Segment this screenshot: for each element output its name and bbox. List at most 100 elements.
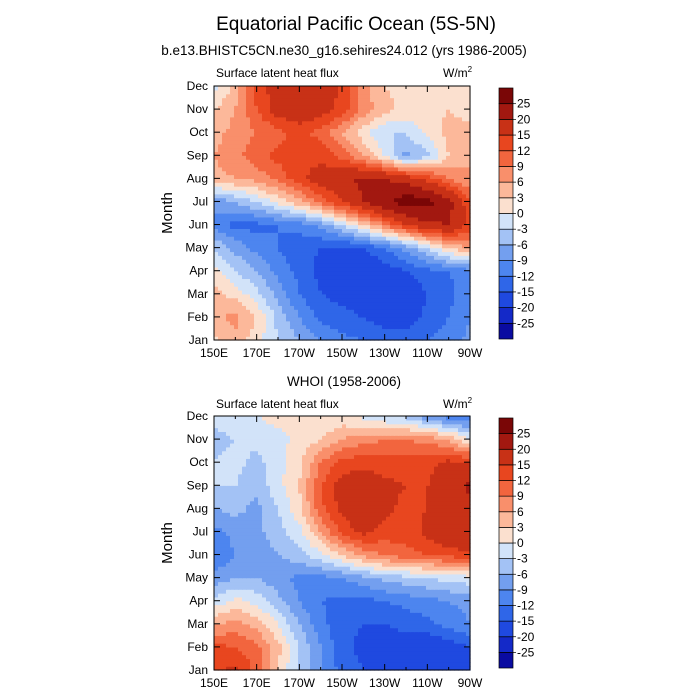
heatmap-cell [370, 189, 375, 195]
heatmap-cell [318, 174, 323, 179]
heatmap-cell [358, 332, 363, 337]
heatmap-cell [462, 86, 467, 91]
heatmap-cell [258, 305, 263, 310]
heatmap-cell [382, 247, 387, 253]
heatmap-cell [246, 224, 251, 229]
heatmap-cell [214, 213, 219, 218]
heatmap-cell [306, 193, 311, 199]
heatmap-cell [242, 243, 247, 249]
heatmap-cell [462, 128, 467, 133]
heatmap-cell [326, 320, 331, 326]
heatmap-cell [390, 263, 395, 268]
heatmap-cell [338, 274, 343, 280]
heatmap-cell [442, 251, 447, 256]
heatmap-cell [450, 324, 455, 330]
heatmap-cell [270, 93, 275, 99]
heatmap-cell [270, 332, 275, 337]
heatmap-cell [322, 324, 327, 330]
heatmap-cell [418, 101, 423, 106]
heatmap-cell [378, 89, 383, 95]
heatmap-cell [414, 332, 419, 337]
heatmap-cell [314, 143, 319, 149]
heatmap-cell [298, 332, 303, 337]
heatmap-cell [334, 259, 339, 264]
heatmap-cell [274, 182, 279, 187]
heatmap-cell [430, 213, 435, 218]
heatmap-cell [234, 105, 239, 110]
x-tick-label: 110W [412, 346, 443, 360]
heatmap-cell [382, 201, 387, 206]
heatmap-cell [414, 228, 419, 233]
heatmap-cell [302, 309, 307, 314]
heatmap-cell [390, 631, 395, 636]
heatmap-cell [450, 232, 455, 237]
heatmap-cell [434, 313, 439, 318]
heatmap-cell [266, 93, 271, 99]
colorbar-label: -20 [517, 301, 535, 315]
heatmap-cell [350, 128, 355, 133]
heatmap-cell [394, 155, 399, 160]
heatmap-cell [282, 278, 287, 283]
heatmap-cell [310, 639, 315, 644]
heatmap-cell [454, 120, 459, 126]
heatmap-cell [426, 86, 431, 91]
heatmap-cell [430, 166, 435, 172]
heatmap-cell [298, 239, 303, 245]
heatmap-cell [254, 274, 259, 280]
heatmap-cell [302, 139, 307, 145]
heatmap-cell [394, 216, 399, 222]
heatmap-cell [310, 286, 315, 291]
heatmap-cell [426, 151, 431, 156]
heatmap-cell [286, 270, 291, 276]
heatmap-cell [418, 132, 423, 137]
heatmap-cell [378, 109, 383, 114]
heatmap-cell [246, 132, 251, 137]
heatmap-cell [382, 220, 387, 226]
heatmap-cell [414, 316, 419, 322]
heatmap-cell [350, 278, 355, 283]
heatmap-cell [366, 109, 371, 114]
heatmap-cell [278, 128, 283, 133]
heatmap-cell [294, 658, 299, 663]
heatmap-cell [362, 263, 367, 268]
heatmap-cell [314, 324, 319, 330]
heatmap-cell [290, 654, 295, 660]
heatmap-cell [294, 209, 299, 214]
heatmap-cell [434, 639, 439, 644]
heatmap-cell [374, 189, 379, 195]
heatmap-cell [434, 320, 439, 326]
heatmap-cell [326, 274, 331, 280]
heatmap-cell [378, 124, 383, 129]
heatmap-cell [310, 155, 315, 160]
heatmap-cell [350, 324, 355, 330]
heatmap-cell [466, 147, 471, 153]
heatmap-cell [458, 86, 463, 91]
heatmap-cell [350, 662, 355, 667]
heatmap-cell [386, 662, 391, 667]
heatmap-cell [282, 666, 287, 671]
heatmap-cell [426, 259, 431, 264]
heatmap-cell [214, 324, 219, 330]
heatmap-cell [366, 282, 371, 287]
heatmap-cell [234, 143, 239, 149]
heatmap-cell [222, 178, 227, 183]
heatmap-cell [402, 266, 407, 272]
heatmap-cell [394, 105, 399, 110]
heatmap-cell [246, 220, 251, 226]
heatmap-cell [438, 289, 443, 295]
heatmap-cell [354, 305, 359, 310]
heatmap-cell [326, 120, 331, 126]
heatmap-cell [430, 159, 435, 164]
heatmap-cell [362, 247, 367, 253]
heatmap-cell [454, 213, 459, 218]
heatmap-cell [422, 112, 427, 118]
heatmap-cell [246, 301, 251, 306]
heatmap-cell [238, 236, 243, 241]
heatmap-cell [230, 197, 235, 203]
heatmap-cell [454, 282, 459, 287]
heatmap-cell [330, 286, 335, 291]
heatmap-cell [366, 151, 371, 156]
colorbar-label: -9 [517, 254, 528, 268]
heatmap-cell [290, 112, 295, 118]
heatmap-cell [346, 228, 351, 233]
